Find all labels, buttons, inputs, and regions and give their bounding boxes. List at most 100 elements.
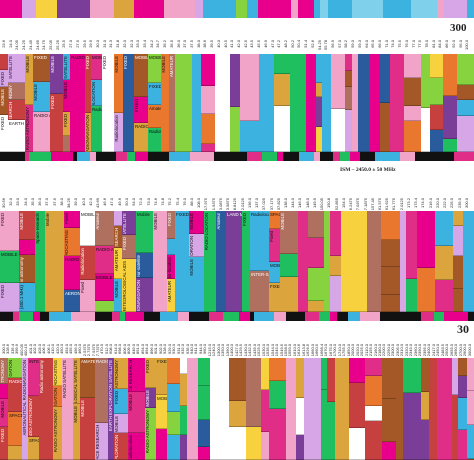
frequency-tick-label: 34.7 <box>155 40 161 48</box>
allocation-cell: INTER-NAVIGATION SATELLITE <box>28 358 39 396</box>
allocation-service-label: MOBILE <box>189 259 194 276</box>
allocation-service-label: FIXED <box>0 285 5 298</box>
allocation-service-label: MOBILE <box>0 401 5 418</box>
allocation-cell: RADIO ASTRONOMY <box>145 408 156 460</box>
allocation-cell <box>269 358 286 381</box>
allocation-cell <box>421 54 430 108</box>
frequency-tick-label: 32.0 <box>121 40 127 48</box>
frequency-tick-label: 42.0 <box>87 198 93 206</box>
base-bar-segment <box>225 152 247 161</box>
allocation-cell: MOBILE <box>50 54 63 94</box>
allocation-cell: SPACE RESEARCH <box>269 211 280 229</box>
allocation-cell <box>0 384 8 399</box>
allocation-cell: Standard frequency and time signal satel… <box>19 283 35 312</box>
allocation-cell <box>458 358 467 376</box>
frequency-tick-label: 71.0 <box>383 40 389 48</box>
allocation-cell <box>230 54 240 107</box>
frequency-tick-label: 73.0 <box>145 198 151 206</box>
allocation-service-label: FIXED <box>122 237 127 250</box>
allocation-cell <box>261 432 269 460</box>
base-bar-segment <box>127 152 135 161</box>
frequency-tick-label: 38.6 <box>202 40 208 48</box>
frequency-tick-label: 38.25 <box>66 198 72 209</box>
base-bar-segment <box>403 312 421 321</box>
allocation-column: FIXED MOBILE FIXED <box>0 211 20 312</box>
allocation-service-label: INTER-SATELLITE <box>251 272 269 277</box>
allocation-service-label: Fixed <box>269 231 274 242</box>
frequency-tick-label: 77.0 <box>410 40 416 48</box>
allocation-cell <box>381 240 400 267</box>
allocation-cell: RADIO ASTRONOMY <box>53 407 62 460</box>
allocation-cell <box>316 127 322 152</box>
allocation-column: SPACE RESEARCH MOBILE Radiolocation <box>128 358 146 460</box>
band-1-base-bar <box>0 152 474 161</box>
base-bar-segment <box>178 312 189 321</box>
base-bar-segment <box>116 152 127 161</box>
allocation-cell: METEOROLOGICAL SATELLITE <box>73 358 80 404</box>
allocation-service-label: MOBILE <box>63 82 68 99</box>
base-bar-segment <box>120 312 125 321</box>
frequency-tick-label: 25.5 <box>61 40 67 48</box>
frequency-tick-label: 173.4 <box>413 198 419 209</box>
allocation-service-label: RADIO ASTRONOMY <box>145 410 150 454</box>
allocation-cell: AMATEUR <box>114 248 122 279</box>
allocation-service-label: Standard frequency and time signal satel… <box>19 285 25 311</box>
frequency-tick-label: 58.2 <box>343 40 349 48</box>
base-bar-segment <box>205 312 209 321</box>
allocation-cell <box>246 427 261 460</box>
allocation-service-label: EARTH EXPLORATION <box>114 435 119 460</box>
frequency-tick-label: 235.0 <box>456 198 462 209</box>
allocation-service-label: RADIO ASTRONOMY <box>96 359 108 364</box>
allocation-column: Amateur RADIO ASTRONOMY MOBILE SATELLITE <box>95 211 115 312</box>
allocation-cell <box>390 54 404 152</box>
allocation-cell <box>443 54 457 96</box>
allocation-cell: RADIO ASTRONOMY <box>25 105 33 152</box>
allocation-column: AMATEUR MOBILE <box>80 358 96 460</box>
frequency-tick-label: 74.6 <box>152 198 158 206</box>
top-strip-segment <box>444 0 467 18</box>
allocation-cell <box>453 289 463 312</box>
allocation-service-label: MOBILE <box>161 56 166 73</box>
frequency-tick-label: 45.5 <box>256 40 262 48</box>
frequency-tick-label: 42.0 <box>236 40 241 48</box>
frequency-tick-label: 42.5 <box>242 40 248 48</box>
allocation-cell <box>327 402 335 460</box>
allocation-cell: Radiolocation <box>128 433 145 460</box>
allocation-cell: LAND MOBILE <box>226 211 242 312</box>
base-bar-segment <box>73 152 77 161</box>
allocation-cell <box>187 358 198 460</box>
frequency-tick-label: 31.0 <box>101 40 107 48</box>
allocation-column: FIXED <box>175 211 190 312</box>
allocation-cell <box>0 54 8 70</box>
allocation-service-label: RADIO ASTRONOMY <box>28 398 33 437</box>
frequency-tick-label: 35.2 <box>162 40 168 48</box>
allocation-cell: SPACE RESEARCH <box>95 423 108 460</box>
allocation-cell <box>345 110 352 152</box>
frequency-tick-label: 34.0 <box>22 198 28 206</box>
allocation-cell <box>306 54 316 152</box>
top-strip-segment <box>57 0 90 18</box>
base-bar-segment <box>319 312 330 321</box>
allocation-cell <box>430 105 443 130</box>
frequency-tick-label: 50.4 <box>296 40 302 48</box>
allocation-cell: Fixed <box>80 280 95 312</box>
frequency-tick-label: 31.3 <box>108 40 114 48</box>
ism-marker: ISM – 2450.0 ± 50 MHz <box>340 167 396 173</box>
allocation-cell: Mobile <box>136 211 153 253</box>
frequency-tick-label: 37.5 <box>189 40 194 48</box>
frequency-tick-label: 222.0 <box>442 198 448 209</box>
allocation-cell <box>210 358 229 460</box>
allocation-cell <box>458 398 467 430</box>
allocation-service-label: Radiolocation <box>114 115 119 142</box>
frequency-tick-label: 33.0 <box>135 40 141 48</box>
frequency-tick-label: 300.0 <box>463 198 469 209</box>
top-strip-segment <box>258 0 291 18</box>
allocation-cell: MOBILE <box>128 392 145 433</box>
allocation-column <box>381 211 401 312</box>
allocation-cell: EARTH EXPLORATION <box>114 433 128 460</box>
base-bar-segment <box>13 312 19 321</box>
allocation-cell <box>380 103 390 152</box>
allocation-service-label: Radiolocation <box>149 129 161 134</box>
allocation-column <box>417 211 436 312</box>
